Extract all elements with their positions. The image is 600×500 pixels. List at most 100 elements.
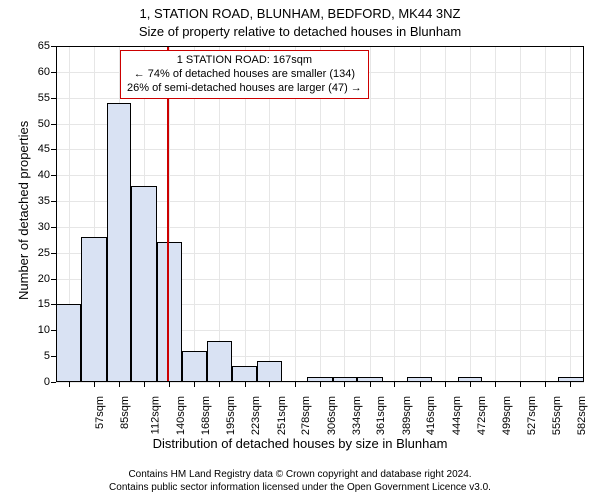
title-sub: Size of property relative to detached ho… bbox=[0, 24, 600, 39]
xtick-mark bbox=[94, 382, 95, 387]
annotation-line: ← 74% of detached houses are smaller (13… bbox=[127, 68, 362, 82]
gridline-vertical bbox=[420, 46, 421, 382]
xtick-label: 444sqm bbox=[451, 396, 463, 435]
xtick-mark bbox=[119, 382, 120, 387]
xtick-label: 499sqm bbox=[501, 396, 513, 435]
histogram-bar bbox=[407, 377, 432, 382]
ytick-mark bbox=[51, 201, 56, 202]
ytick-label: 65 bbox=[28, 40, 50, 52]
ytick-mark bbox=[51, 253, 56, 254]
footer-line: Contains public sector information licen… bbox=[0, 482, 600, 495]
gridline-vertical bbox=[545, 46, 546, 382]
xtick-label: 306sqm bbox=[326, 396, 338, 435]
xtick-mark bbox=[320, 382, 321, 387]
xtick-mark bbox=[69, 382, 70, 387]
xtick-label: 389sqm bbox=[401, 396, 413, 435]
xtick-mark bbox=[295, 382, 296, 387]
ytick-mark bbox=[51, 175, 56, 176]
histogram-bar bbox=[232, 366, 257, 382]
xtick-mark bbox=[545, 382, 546, 387]
ytick-mark bbox=[51, 124, 56, 125]
xtick-label: 112sqm bbox=[149, 396, 161, 434]
xtick-label: 472sqm bbox=[476, 396, 488, 435]
title-main: 1, STATION ROAD, BLUNHAM, BEDFORD, MK44 … bbox=[0, 6, 600, 21]
gridline-vertical bbox=[394, 46, 395, 382]
ytick-label: 40 bbox=[28, 169, 50, 181]
histogram-bar bbox=[207, 341, 232, 382]
ytick-label: 60 bbox=[28, 66, 50, 78]
footer-line: Contains HM Land Registry data © Crown c… bbox=[0, 469, 600, 482]
gridline-vertical bbox=[570, 46, 571, 382]
xtick-mark bbox=[370, 382, 371, 387]
histogram-bar bbox=[56, 304, 81, 382]
xtick-mark bbox=[520, 382, 521, 387]
xtick-mark bbox=[570, 382, 571, 387]
ytick-label: 15 bbox=[28, 298, 50, 310]
xtick-label: 361sqm bbox=[376, 396, 388, 435]
gridline-vertical bbox=[495, 46, 496, 382]
ytick-mark bbox=[51, 382, 56, 383]
xtick-label: 57sqm bbox=[94, 396, 106, 429]
xtick-label: 195sqm bbox=[225, 396, 237, 435]
chart-root: 1, STATION ROAD, BLUNHAM, BEDFORD, MK44 … bbox=[0, 0, 600, 500]
ytick-label: 50 bbox=[28, 118, 50, 130]
ytick-mark bbox=[51, 98, 56, 99]
xtick-mark bbox=[245, 382, 246, 387]
annotation-line: 1 STATION ROAD: 167sqm bbox=[127, 54, 362, 68]
xtick-mark bbox=[219, 382, 220, 387]
gridline-vertical bbox=[470, 46, 471, 382]
xtick-label: 334sqm bbox=[351, 396, 363, 435]
ytick-label: 5 bbox=[28, 350, 50, 362]
xtick-label: 582sqm bbox=[576, 396, 588, 435]
ytick-mark bbox=[51, 279, 56, 280]
ytick-label: 20 bbox=[28, 273, 50, 285]
histogram-bar bbox=[333, 377, 357, 382]
histogram-bar bbox=[257, 361, 281, 382]
annotation-box: 1 STATION ROAD: 167sqm ← 74% of detached… bbox=[120, 50, 369, 99]
ytick-mark bbox=[51, 149, 56, 150]
histogram-bar bbox=[107, 103, 131, 382]
histogram-bar bbox=[357, 377, 382, 382]
xtick-mark bbox=[269, 382, 270, 387]
histogram-bar bbox=[81, 237, 106, 382]
ytick-label: 10 bbox=[28, 324, 50, 336]
ytick-label: 55 bbox=[28, 92, 50, 104]
gridline-vertical bbox=[445, 46, 446, 382]
ytick-mark bbox=[51, 46, 56, 47]
xtick-label: 168sqm bbox=[201, 396, 213, 435]
histogram-bar bbox=[182, 351, 206, 382]
xtick-mark bbox=[344, 382, 345, 387]
ytick-label: 0 bbox=[28, 376, 50, 388]
xtick-mark bbox=[445, 382, 446, 387]
xtick-mark bbox=[144, 382, 145, 387]
histogram-bar bbox=[458, 377, 482, 382]
ytick-label: 35 bbox=[28, 195, 50, 207]
xtick-mark bbox=[194, 382, 195, 387]
xtick-label: 278sqm bbox=[300, 396, 312, 435]
xtick-mark bbox=[169, 382, 170, 387]
ytick-label: 45 bbox=[28, 143, 50, 155]
xtick-label: 223sqm bbox=[250, 396, 262, 435]
histogram-bar bbox=[307, 377, 332, 382]
xtick-label: 416sqm bbox=[426, 396, 438, 435]
ytick-mark bbox=[51, 72, 56, 73]
gridline-vertical bbox=[520, 46, 521, 382]
ytick-mark bbox=[51, 227, 56, 228]
xtick-label: 251sqm bbox=[276, 396, 288, 435]
footer-attribution: Contains HM Land Registry data © Crown c… bbox=[0, 469, 600, 494]
ytick-label: 30 bbox=[28, 221, 50, 233]
xtick-label: 555sqm bbox=[552, 396, 564, 435]
histogram-bar bbox=[558, 377, 584, 382]
xtick-mark bbox=[420, 382, 421, 387]
histogram-bar bbox=[131, 186, 156, 382]
ytick-label: 25 bbox=[28, 247, 50, 259]
gridline-vertical bbox=[370, 46, 371, 382]
xtick-mark bbox=[394, 382, 395, 387]
xtick-label: 527sqm bbox=[526, 396, 538, 435]
xtick-label: 85sqm bbox=[119, 396, 131, 429]
xtick-mark bbox=[495, 382, 496, 387]
xtick-label: 140sqm bbox=[175, 396, 187, 435]
annotation-line: 26% of semi-detached houses are larger (… bbox=[127, 82, 362, 96]
x-axis-label: Distribution of detached houses by size … bbox=[0, 436, 600, 451]
xtick-mark bbox=[470, 382, 471, 387]
